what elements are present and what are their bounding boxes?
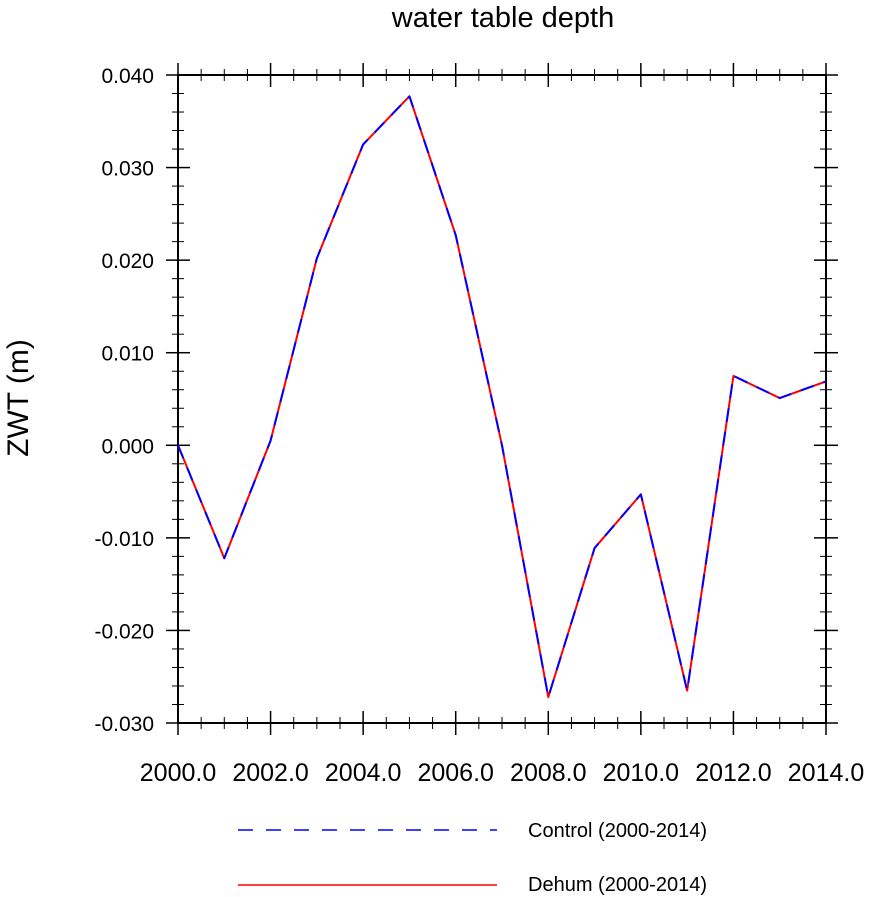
x-tick-label: 2012.0 [695, 759, 771, 787]
legend-label-control: Control (2000-2014) [528, 820, 707, 842]
legend-label-dehum: Dehum (2000-2014) [528, 874, 707, 896]
x-tick-label: 2006.0 [417, 759, 493, 787]
y-tick-label: -0.030 [94, 713, 154, 736]
plot-area: -0.030 -0.020 -0.010 0.000 0.010 0.020 0.030 0.… [94, 63, 864, 787]
x-tick-label: 2008.0 [510, 759, 586, 787]
y-tick-label: 0.020 [101, 250, 154, 273]
y-tick-label: 0.000 [101, 435, 154, 458]
y-tick-label: -0.010 [94, 528, 154, 551]
y-tick-label: 0.010 [101, 343, 154, 366]
x-tick-label: 2010.0 [603, 759, 679, 787]
series-line-control [177, 95, 827, 699]
series-line-dehum [177, 95, 827, 699]
legend: Control (2000-2014) Dehum (2000-2014) [238, 820, 707, 896]
plot-frame [177, 74, 827, 724]
x-tick-label: 2000.0 [140, 759, 216, 787]
x-tick-label: 2002.0 [232, 759, 308, 787]
chart-title: water table depth [391, 2, 614, 34]
x-tick-label: 2014.0 [788, 759, 864, 787]
x-tick-label: 2004.0 [325, 759, 401, 787]
y-axis-label: ZWT (m) [2, 339, 35, 457]
y-tick-label: 0.030 [101, 158, 154, 181]
y-tick-label: -0.020 [94, 620, 154, 643]
y-tick-label: 0.040 [101, 65, 154, 88]
